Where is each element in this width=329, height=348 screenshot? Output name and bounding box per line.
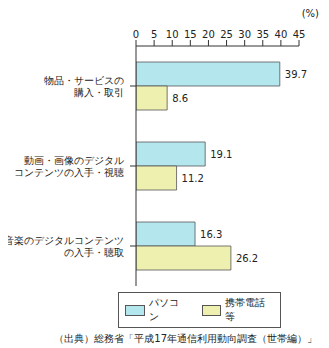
html-text:パソコン: パソコン	[148, 297, 179, 322]
svg-text:20: 20	[202, 29, 215, 40]
svg-text:11.2: 11.2	[182, 173, 204, 184]
svg-text:19.1: 19.1	[210, 149, 232, 160]
svg-text:物品・サービスの購入・取引: 物品・サービスの購入・取引	[44, 75, 124, 98]
svg-text:16.3: 16.3	[200, 229, 222, 240]
svg-text:39.7: 39.7	[285, 69, 307, 80]
svg-text:25: 25	[220, 29, 233, 40]
svg-text:0: 0	[133, 29, 139, 40]
svg-text:5: 5	[151, 29, 157, 40]
svg-text:10: 10	[166, 29, 179, 40]
svg-text:45: 45	[293, 29, 306, 40]
svg-text:動画・画像のデジタルコンテンツの入手・視聴: 動画・画像のデジタルコンテンツの入手・視聴	[14, 155, 124, 178]
svg-text:30: 30	[238, 29, 251, 40]
html-text:（出典）総務省「平成17年通信利用動向調査（世帯編）」: （出典）総務省「平成17年通信利用動向調査（世帯編）」	[54, 333, 317, 344]
svg-text:15: 15	[184, 29, 197, 40]
svg-text:8.6: 8.6	[172, 93, 188, 104]
html-text:携帯電話等: 携帯電話等	[225, 297, 266, 322]
svg-text:音楽のデジタルコンテンツの入手・聴取: 音楽のデジタルコンテンツの入手・聴取	[8, 235, 124, 258]
svg-text:40: 40	[275, 29, 288, 40]
svg-text:35: 35	[256, 29, 269, 40]
svg-text:26.2: 26.2	[236, 253, 258, 264]
